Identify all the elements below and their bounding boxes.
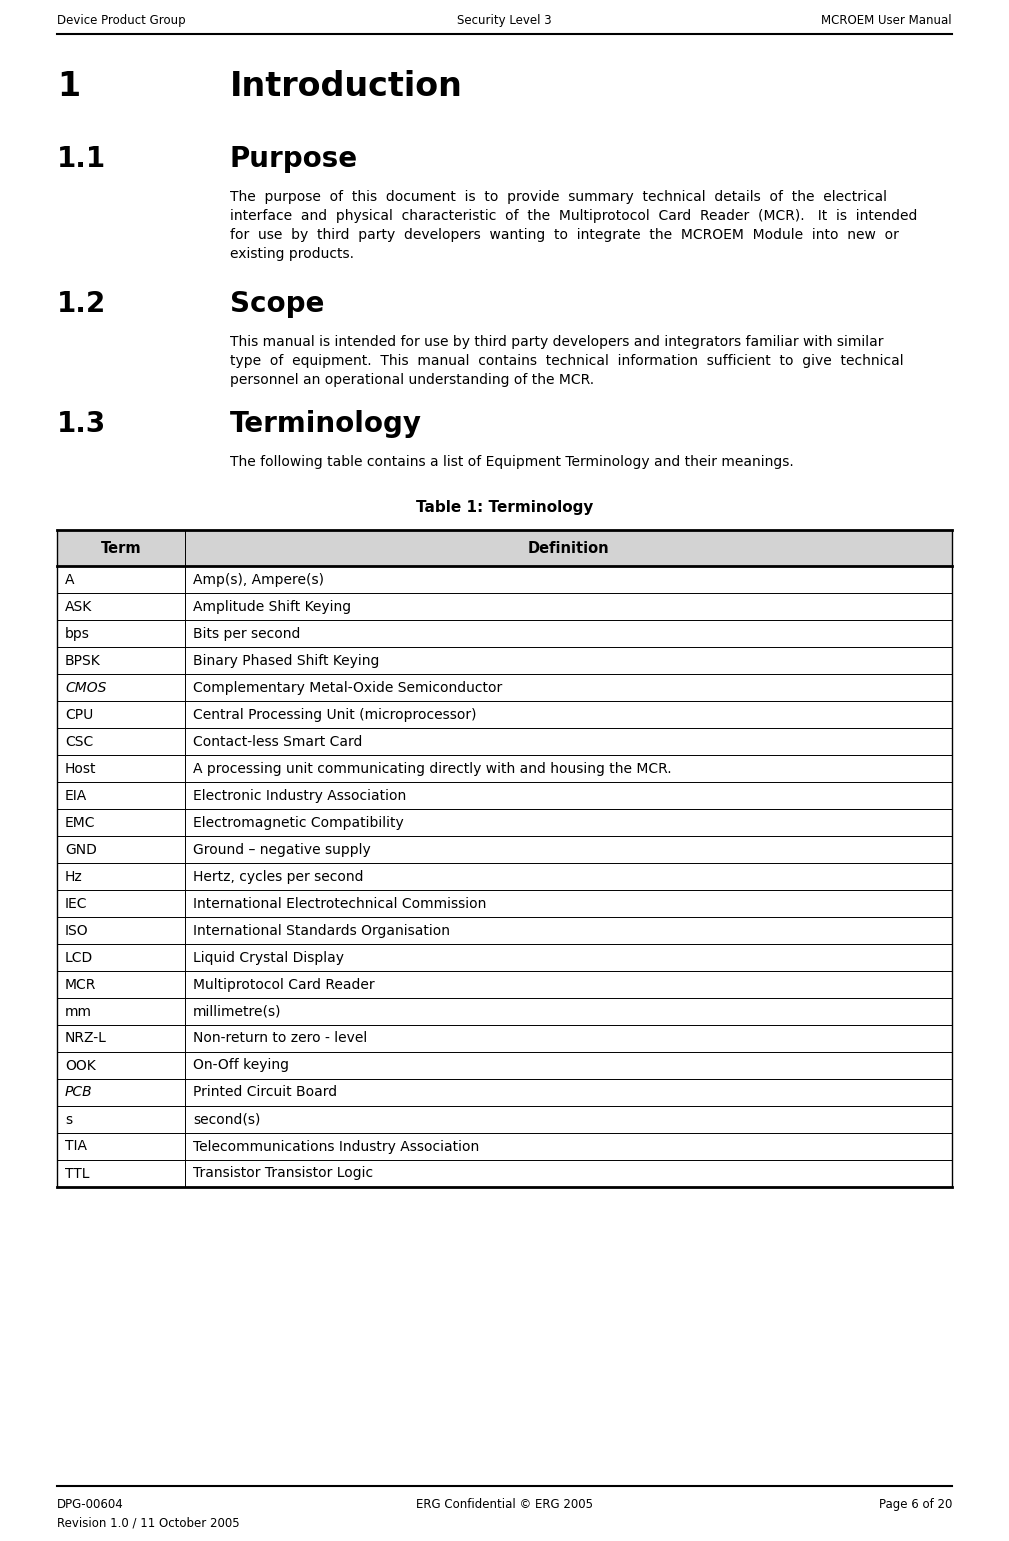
Text: EMC: EMC [65, 815, 96, 829]
Text: Central Processing Unit (microprocessor): Central Processing Unit (microprocessor) [193, 707, 476, 721]
Text: Terminology: Terminology [230, 410, 422, 438]
Text: Printed Circuit Board: Printed Circuit Board [193, 1085, 337, 1099]
Text: GND: GND [65, 843, 97, 857]
Text: Multiprotocol Card Reader: Multiprotocol Card Reader [193, 977, 374, 991]
Text: Host: Host [65, 761, 97, 775]
Text: ASK: ASK [65, 599, 92, 613]
Text: CPU: CPU [65, 707, 93, 721]
Text: A processing unit communicating directly with and housing the MCR.: A processing unit communicating directly… [193, 761, 672, 775]
Text: MCR: MCR [65, 977, 97, 991]
Text: PCB: PCB [65, 1085, 93, 1099]
Text: Hz: Hz [65, 869, 83, 883]
Text: Table 1: Terminology: Table 1: Terminology [416, 499, 593, 515]
Text: The following table contains a list of Equipment Terminology and their meanings.: The following table contains a list of E… [230, 455, 794, 468]
Text: ISO: ISO [65, 923, 89, 937]
Text: Security Level 3: Security Level 3 [457, 14, 552, 28]
Text: Amplitude Shift Keying: Amplitude Shift Keying [193, 599, 351, 613]
Text: 1.2: 1.2 [57, 290, 106, 317]
Text: TIA: TIA [65, 1139, 87, 1154]
Text: LCD: LCD [65, 951, 93, 965]
Text: Binary Phased Shift Keying: Binary Phased Shift Keying [193, 653, 379, 667]
Text: OOK: OOK [65, 1059, 96, 1073]
Text: millimetre(s): millimetre(s) [193, 1005, 282, 1019]
Text: Ground – negative supply: Ground – negative supply [193, 843, 370, 857]
Text: CMOS: CMOS [65, 681, 106, 695]
Text: Transistor Transistor Logic: Transistor Transistor Logic [193, 1167, 373, 1180]
Text: type  of  equipment.  This  manual  contains  technical  information  sufficient: type of equipment. This manual contains … [230, 354, 904, 368]
Text: DPG-00604: DPG-00604 [57, 1498, 124, 1512]
Text: Telecommunications Industry Association: Telecommunications Industry Association [193, 1139, 479, 1154]
Text: A: A [65, 573, 75, 587]
Text: Non-return to zero - level: Non-return to zero - level [193, 1031, 367, 1045]
Text: for  use  by  third  party  developers  wanting  to  integrate  the  MCROEM  Mod: for use by third party developers wantin… [230, 228, 899, 242]
Text: Electronic Industry Association: Electronic Industry Association [193, 789, 407, 803]
Text: Term: Term [101, 541, 141, 555]
Text: Amp(s), Ampere(s): Amp(s), Ampere(s) [193, 573, 324, 587]
Text: Page 6 of 20: Page 6 of 20 [879, 1498, 952, 1512]
Text: Hertz, cycles per second: Hertz, cycles per second [193, 869, 363, 883]
Bar [57, 530, 952, 566]
Text: Contact-less Smart Card: Contact-less Smart Card [193, 735, 362, 749]
Text: Complementary Metal-Oxide Semiconductor: Complementary Metal-Oxide Semiconductor [193, 681, 502, 695]
Text: Purpose: Purpose [230, 145, 358, 173]
Text: Definition: Definition [528, 541, 609, 555]
Text: 1.3: 1.3 [57, 410, 106, 438]
Text: IEC: IEC [65, 897, 88, 911]
Text: On-Off keying: On-Off keying [193, 1059, 289, 1073]
Text: EIA: EIA [65, 789, 87, 803]
Text: interface  and  physical  characteristic  of  the  Multiprotocol  Card  Reader  : interface and physical characteristic of… [230, 210, 917, 223]
Text: International Electrotechnical Commission: International Electrotechnical Commissio… [193, 897, 486, 911]
Text: TTL: TTL [65, 1167, 90, 1180]
Text: International Standards Organisation: International Standards Organisation [193, 923, 450, 937]
Text: bps: bps [65, 627, 90, 641]
Text: existing products.: existing products. [230, 247, 354, 260]
Text: 1.1: 1.1 [57, 145, 106, 173]
Text: 1: 1 [57, 69, 80, 103]
Text: BPSK: BPSK [65, 653, 101, 667]
Text: Device Product Group: Device Product Group [57, 14, 186, 28]
Text: s: s [65, 1113, 72, 1126]
Text: personnel an operational understanding of the MCR.: personnel an operational understanding o… [230, 373, 594, 387]
Text: Bits per second: Bits per second [193, 627, 301, 641]
Text: ERG Confidential © ERG 2005: ERG Confidential © ERG 2005 [416, 1498, 593, 1512]
Text: MCROEM User Manual: MCROEM User Manual [821, 14, 952, 28]
Text: This manual is intended for use by third party developers and integrators famili: This manual is intended for use by third… [230, 334, 884, 348]
Text: Scope: Scope [230, 290, 324, 317]
Text: The  purpose  of  this  document  is  to  provide  summary  technical  details  : The purpose of this document is to provi… [230, 190, 887, 203]
Text: Electromagnetic Compatibility: Electromagnetic Compatibility [193, 815, 404, 829]
Text: Revision 1.0 / 11 October 2005: Revision 1.0 / 11 October 2005 [57, 1516, 239, 1529]
Text: Introduction: Introduction [230, 69, 463, 103]
Text: second(s): second(s) [193, 1113, 260, 1126]
Text: Liquid Crystal Display: Liquid Crystal Display [193, 951, 344, 965]
Text: mm: mm [65, 1005, 92, 1019]
Text: NRZ-L: NRZ-L [65, 1031, 107, 1045]
Text: CSC: CSC [65, 735, 93, 749]
